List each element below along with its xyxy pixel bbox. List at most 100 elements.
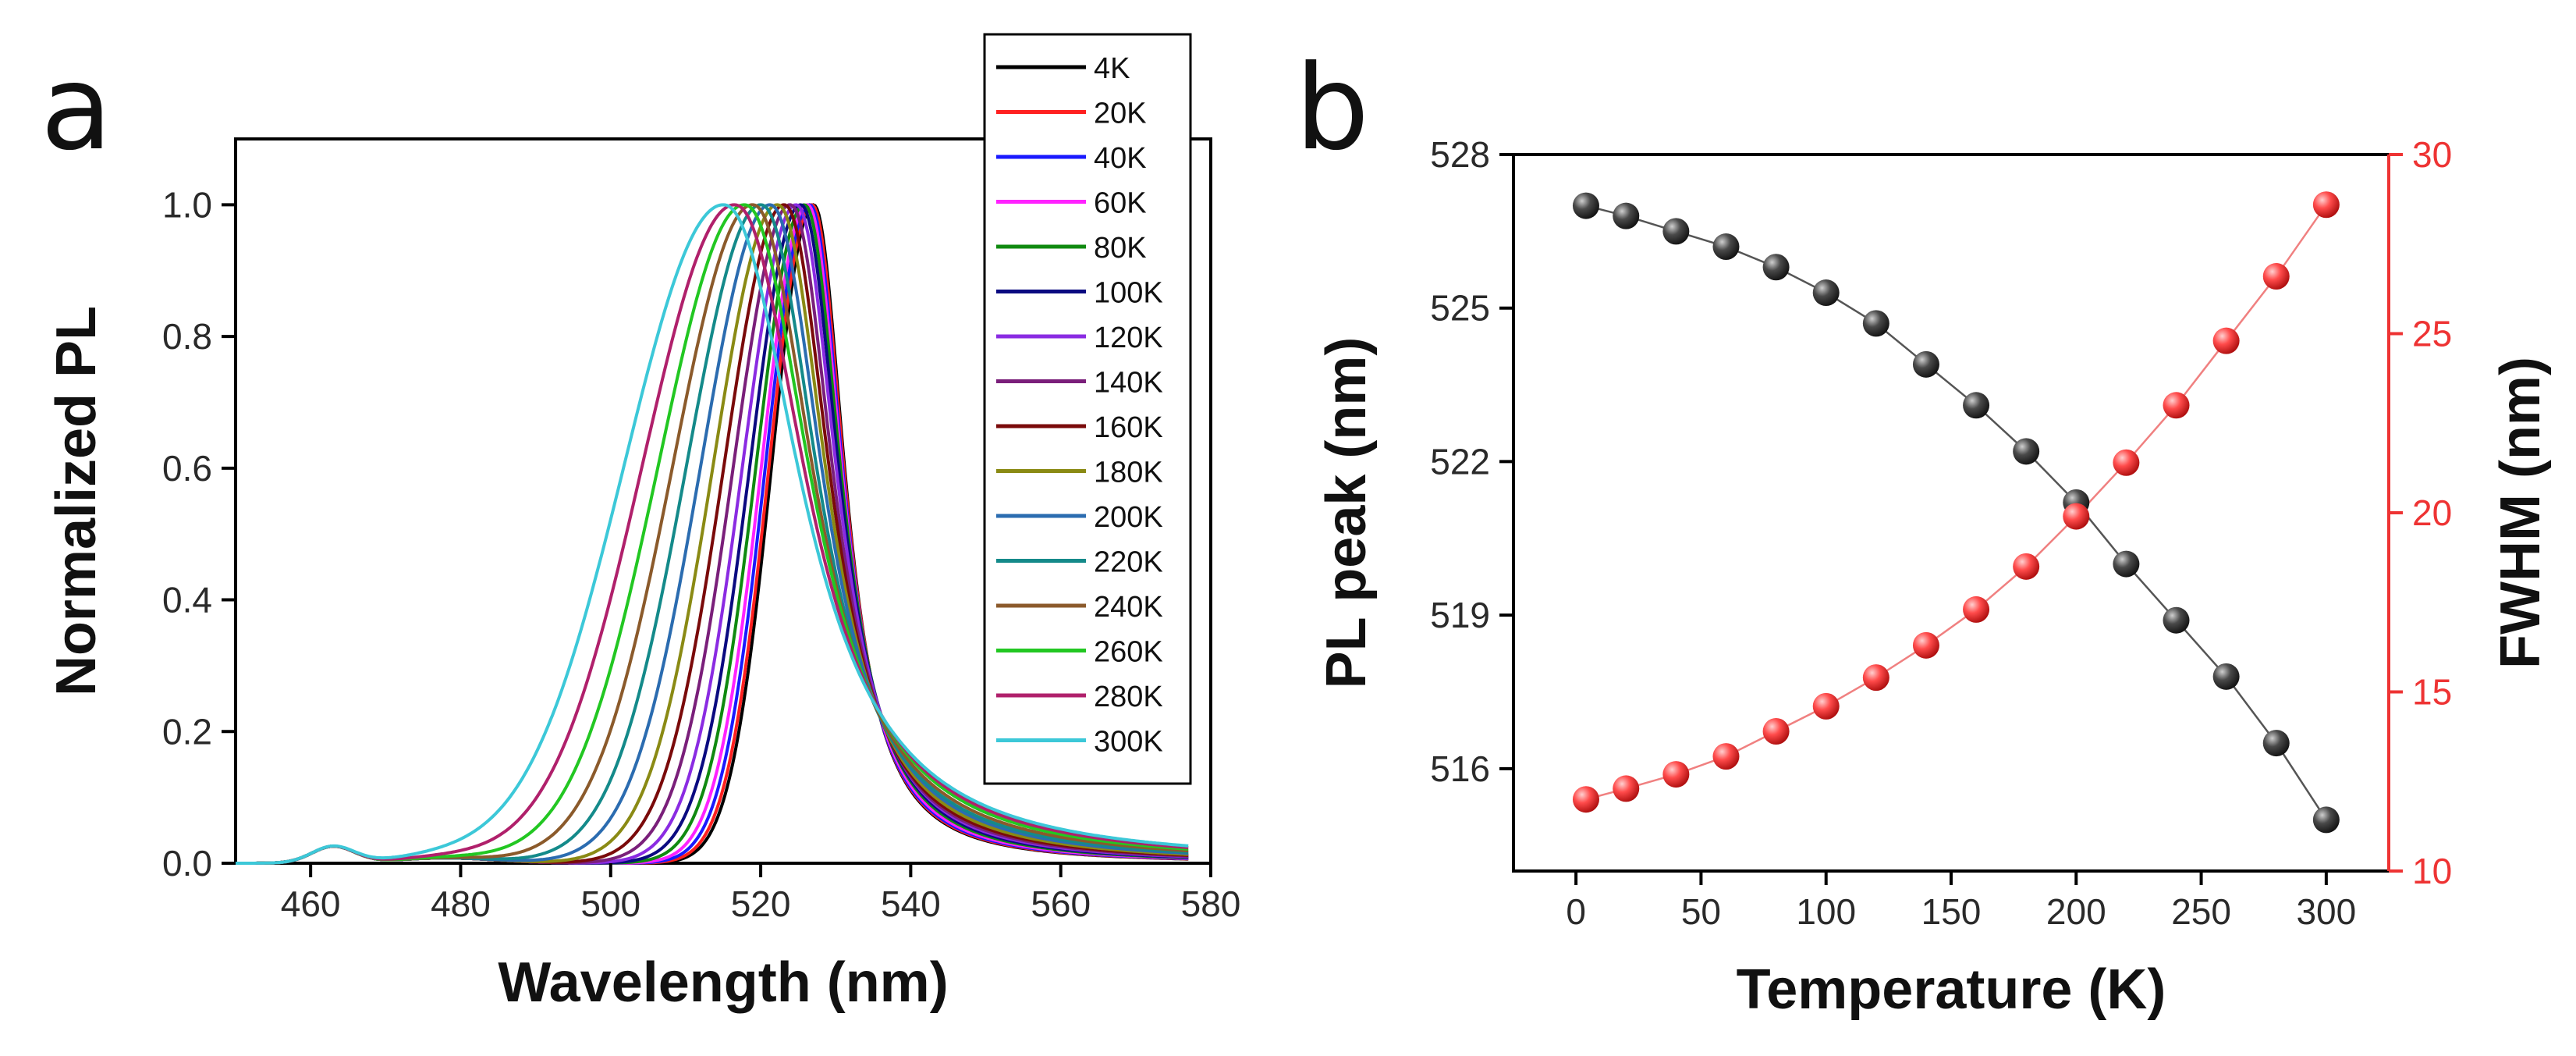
panel-b-line-fwhm: [1585, 204, 2327, 801]
panel-b-letter: b: [1295, 41, 1369, 176]
pl-peak-point: [2212, 663, 2240, 690]
panel-b-y2-tick-label: 30: [2412, 134, 2452, 175]
pl-peak-point: [1862, 310, 1889, 337]
legend-label-180K: 180K: [1094, 457, 1163, 489]
panel-b-x-axis-label: Temperature (K): [1737, 958, 2166, 1021]
panel-a-x-tick-label: 500: [580, 884, 640, 924]
legend-label-60K: 60K: [1094, 187, 1147, 220]
panel-b-y-tick-label: 519: [1430, 595, 1490, 635]
pl-peak-point: [2312, 806, 2340, 834]
fwhm-point: [1712, 743, 1740, 770]
panel-b-y-tick-label: 522: [1430, 441, 1490, 482]
panel-a-x-ticks: 460 480 500 520 540 560 580: [281, 863, 1241, 924]
panel-a-letter: a: [41, 41, 112, 176]
panel-b-y2-tick-label: 10: [2412, 851, 2452, 891]
panel-a-x-tick-label: 560: [1031, 884, 1091, 924]
fwhm-point: [2262, 263, 2290, 290]
pl-peak-point: [1963, 392, 1990, 419]
pl-peak-point: [2113, 550, 2140, 578]
panel-a-y-tick-label: 1.0: [162, 184, 212, 225]
panel-b-y-tick-label: 528: [1430, 134, 1490, 175]
legend-label-260K: 260K: [1094, 636, 1163, 669]
spectrum-curve-300K: [236, 203, 1189, 865]
panel-b-plot-frame: [1512, 153, 2390, 873]
fwhm-point: [1963, 596, 1990, 623]
pl-peak-point: [1662, 218, 1690, 245]
panel-a-legend: 4K 20K 40K 60K 80K 100K 120K 140K 160K 180K 200K 22…: [983, 33, 1192, 785]
panel-a-x-axis-label: Wavelength (nm): [498, 951, 948, 1014]
panel-b-right-y-ticks: 10 15 20 25 30: [2389, 134, 2452, 891]
legend-label-100K: 100K: [1094, 277, 1163, 310]
panel-b-chart: 0 50 100 150 200 250 300 516 519 522 525 528 10 15 2…: [1315, 134, 2552, 1021]
panel-a-y-tick-label: 0.2: [162, 711, 212, 752]
panel-b-connecting-lines: [1585, 204, 2327, 821]
panel-a-plot-frame: [234, 137, 1212, 865]
panel-a-y-axis-label: Normalized PL: [45, 306, 108, 696]
fwhm-point: [2113, 449, 2140, 476]
fwhm-point: [1613, 775, 1640, 802]
panel-b-y2-tick-label: 20: [2412, 492, 2452, 533]
legend-label-160K: 160K: [1094, 411, 1163, 444]
legend-label-140K: 140K: [1094, 367, 1163, 400]
panel-a-x-tick-label: 480: [431, 884, 491, 924]
legend-label-80K: 80K: [1094, 232, 1147, 265]
legend-label-120K: 120K: [1094, 322, 1163, 354]
panel-b-y-axis-label: PL peak (nm): [1315, 337, 1378, 689]
panel-b-y2-axis-label: FWHM (nm): [2489, 357, 2552, 669]
panel-b-x-tick-label: 50: [1681, 891, 1721, 932]
panel-b-x-tick-label: 300: [2296, 891, 2356, 932]
panel-a-x-tick-label: 580: [1181, 884, 1241, 924]
panel-b-y2-tick-label: 15: [2412, 672, 2452, 713]
panel-a-y-tick-label: 0.6: [162, 448, 212, 489]
panel-a-x-tick-label: 520: [731, 884, 791, 924]
panel-b-markers: [1572, 191, 2340, 834]
panel-b-y2-tick-label: 25: [2412, 314, 2452, 354]
pl-peak-point: [2163, 606, 2190, 634]
panel-b-x-tick-label: 100: [1796, 891, 1856, 932]
panel-b-y-tick-label: 525: [1430, 288, 1490, 329]
panel-a-x-tick-label: 540: [881, 884, 941, 924]
fwhm-point: [1662, 761, 1690, 788]
panel-a-y-tick-label: 0.8: [162, 316, 212, 357]
panel-a-chart: 460 480 500 520 540 560 580 0.0 0.2 0.4 0.6 0.8 1.0…: [45, 33, 1241, 1014]
panel-b-x-ticks: 0 50 100 150 200 250 300: [1566, 871, 2356, 932]
fwhm-point: [1762, 717, 1790, 745]
panel-a-legend-box: [983, 33, 1192, 785]
panel-a-y-tick-label: 0.0: [162, 843, 212, 884]
fwhm-point: [2163, 392, 2190, 419]
legend-label-20K: 20K: [1094, 98, 1147, 130]
legend-label-300K: 300K: [1094, 726, 1163, 759]
legend-label-280K: 280K: [1094, 681, 1163, 713]
pl-peak-point: [2262, 730, 2290, 757]
pl-peak-point: [1912, 350, 1939, 378]
fwhm-point: [2212, 327, 2240, 354]
spectrum-curve-280K: [236, 203, 1189, 865]
pl-peak-point: [2013, 438, 2040, 465]
fwhm-point: [1912, 631, 1939, 659]
pl-peak-point: [1712, 233, 1740, 261]
legend-label-200K: 200K: [1094, 501, 1163, 534]
fwhm-point: [2312, 191, 2340, 219]
panel-b-y-tick-label: 516: [1430, 748, 1490, 789]
panel-b-line-pl-peak: [1585, 204, 2327, 821]
panel-b-x-tick-label: 0: [1566, 891, 1586, 932]
panel-a-x-tick-label: 460: [281, 884, 341, 924]
panel-a-curves: [236, 203, 1189, 865]
legend-label-220K: 220K: [1094, 546, 1163, 579]
panel-b-x-tick-label: 200: [2046, 891, 2106, 932]
fwhm-point: [2063, 503, 2090, 530]
pl-peak-point: [1812, 279, 1840, 307]
legend-label-240K: 240K: [1094, 591, 1163, 624]
legend-label-4K: 4K: [1094, 52, 1130, 85]
panel-a-y-ticks: 0.0 0.2 0.4 0.6 0.8 1.0: [162, 184, 236, 884]
pl-peak-point: [1613, 202, 1640, 229]
panel-b-x-tick-label: 150: [1921, 891, 1982, 932]
panel-b-x-tick-label: 250: [2171, 891, 2231, 932]
pl-peak-point: [1572, 192, 1599, 219]
fwhm-point: [1862, 664, 1889, 692]
legend-label-40K: 40K: [1094, 142, 1147, 175]
fwhm-point: [1572, 786, 1599, 813]
panel-b-left-y-ticks: 516 519 522 525 528: [1430, 134, 1513, 789]
fwhm-point: [2013, 553, 2040, 580]
